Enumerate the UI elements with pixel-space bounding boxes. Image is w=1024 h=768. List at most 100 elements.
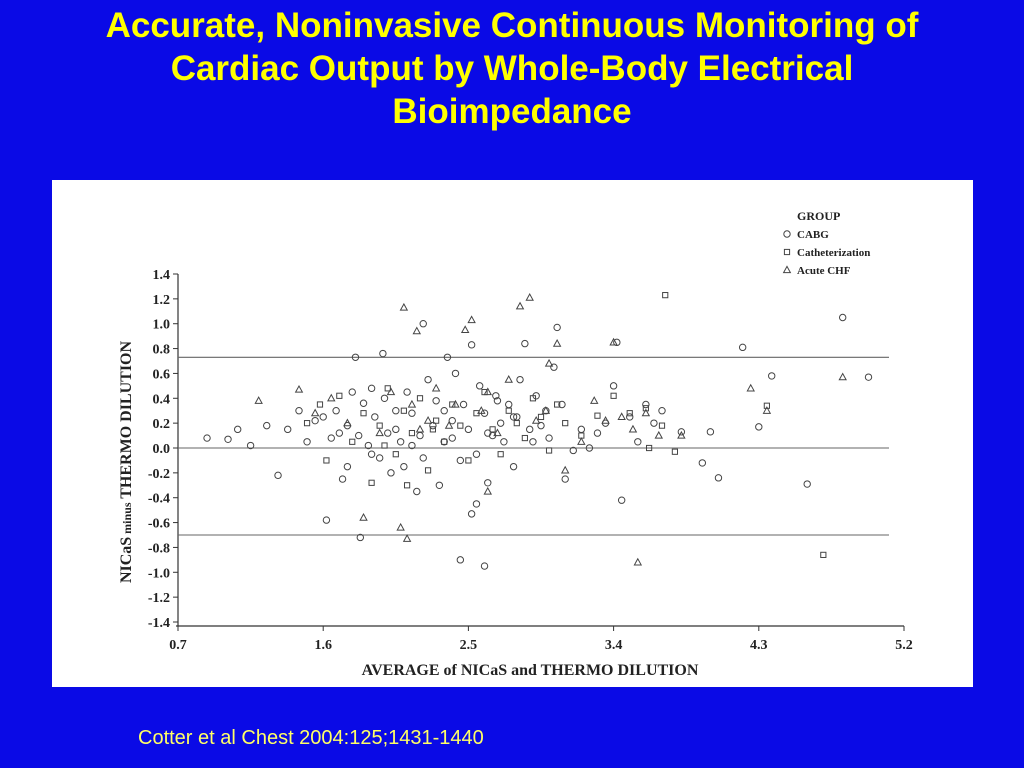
data-point-circle <box>354 431 363 440</box>
data-point-circle <box>768 372 776 380</box>
y-axis-label: NICaS minus THERMO DILUTION <box>118 341 135 584</box>
data-point-triangle <box>525 292 534 301</box>
data-point-circle <box>295 407 303 415</box>
data-point-circle <box>335 429 344 437</box>
data-point-square <box>513 420 520 427</box>
data-point-square <box>441 438 448 445</box>
data-point-triangle <box>423 416 433 424</box>
data-point-triangle <box>460 325 470 334</box>
data-point-triangle <box>477 406 486 414</box>
data-point-circle <box>553 323 561 332</box>
data-point-circle <box>364 441 373 450</box>
data-point-circle <box>706 428 715 436</box>
data-point-square <box>505 407 512 414</box>
data-point-circle <box>392 407 400 415</box>
data-point-triangle <box>560 465 570 474</box>
data-point-circle <box>233 425 242 434</box>
data-point-circle <box>561 475 569 483</box>
data-point-circle <box>509 462 518 471</box>
data-point-circle <box>408 441 416 450</box>
data-point-circle <box>322 516 331 524</box>
y-tick-label: 1.2 <box>153 293 171 308</box>
data-point-square <box>497 451 504 458</box>
data-point-circle <box>803 480 811 488</box>
data-point-circle <box>384 429 392 437</box>
data-point-circle <box>569 446 577 455</box>
data-point-square <box>323 457 330 464</box>
data-point-triangle <box>577 437 586 445</box>
data-point-circle <box>380 394 389 402</box>
data-point-triangle <box>483 387 493 396</box>
data-point-square <box>662 292 669 299</box>
data-point-triangle <box>359 512 368 521</box>
data-point-square <box>465 457 472 464</box>
data-point-circle <box>387 469 395 477</box>
data-point-triangle <box>451 399 460 408</box>
data-point-circle <box>642 400 650 409</box>
data-point-circle <box>419 320 427 328</box>
data-point-circle <box>472 450 481 458</box>
data-point-circle <box>545 434 553 442</box>
data-point-triangle <box>343 418 352 427</box>
legend-title: GROUP <box>797 209 840 223</box>
data-point-square <box>763 402 770 409</box>
data-point-circle <box>698 459 707 467</box>
data-point-circle <box>459 400 468 409</box>
data-point-triangle <box>402 534 412 542</box>
data-point-circle <box>677 428 686 436</box>
data-point-triangle <box>327 393 336 402</box>
data-point-circle <box>838 313 847 322</box>
data-point-square <box>400 407 407 414</box>
data-point-circle <box>714 474 723 482</box>
data-point-square <box>594 412 601 419</box>
data-point-circle <box>613 338 621 347</box>
data-point-triangle <box>677 430 686 439</box>
data-point-circle <box>429 421 437 430</box>
data-point-circle <box>864 373 873 381</box>
data-point-triangle <box>504 375 513 383</box>
data-point-circle <box>577 425 586 434</box>
data-point-circle <box>379 349 387 358</box>
data-point-circle <box>484 479 492 487</box>
data-point-circle <box>626 413 634 421</box>
data-point-triangle <box>415 424 425 433</box>
data-point-triangle <box>493 428 502 437</box>
x-tick-label: 2.5 <box>460 638 478 653</box>
data-point-circle <box>348 388 356 396</box>
data-point-circle <box>634 438 642 446</box>
legend-entry-label: Catheterization <box>797 247 870 259</box>
data-point-circle <box>516 375 524 384</box>
data-point-circle <box>464 425 473 434</box>
data-point-square <box>416 395 424 402</box>
data-point-square <box>545 447 553 454</box>
data-point-triangle <box>628 424 638 433</box>
data-point-square <box>820 551 827 558</box>
data-point-square <box>360 410 367 417</box>
data-point-triangle <box>601 416 610 424</box>
data-point-circle <box>493 397 502 405</box>
chart-panel: GROUP CABG Catheterization Acute CHF AVERA… <box>52 180 973 687</box>
data-point-circle <box>246 441 255 450</box>
data-point-circle <box>456 556 465 564</box>
legend-entry-label: Acute CHF <box>797 265 851 277</box>
data-point-square <box>610 392 617 399</box>
data-point-circle <box>435 481 444 489</box>
y-tick-label: 0.0 <box>153 442 171 457</box>
y-tick-label: 1.0 <box>153 318 171 333</box>
data-point-square <box>392 451 399 458</box>
data-point-circle <box>467 341 476 349</box>
data-point-circle <box>375 454 384 462</box>
data-point-circle <box>738 343 747 352</box>
data-point-circle <box>496 419 505 427</box>
slide-title: Accurate, Noninvasive Continuous Monitor… <box>105 6 919 131</box>
data-point-triangle <box>762 406 772 414</box>
legend-circle-icon <box>783 230 791 238</box>
data-point-circle <box>392 425 400 434</box>
legend-entry-label: CABG <box>797 229 829 241</box>
data-point-circle <box>303 438 311 446</box>
data-point-triangle <box>483 486 493 495</box>
data-point-square <box>537 413 545 421</box>
data-point-square <box>658 422 666 429</box>
data-point-square <box>529 395 537 402</box>
data-point-circle <box>319 413 327 421</box>
